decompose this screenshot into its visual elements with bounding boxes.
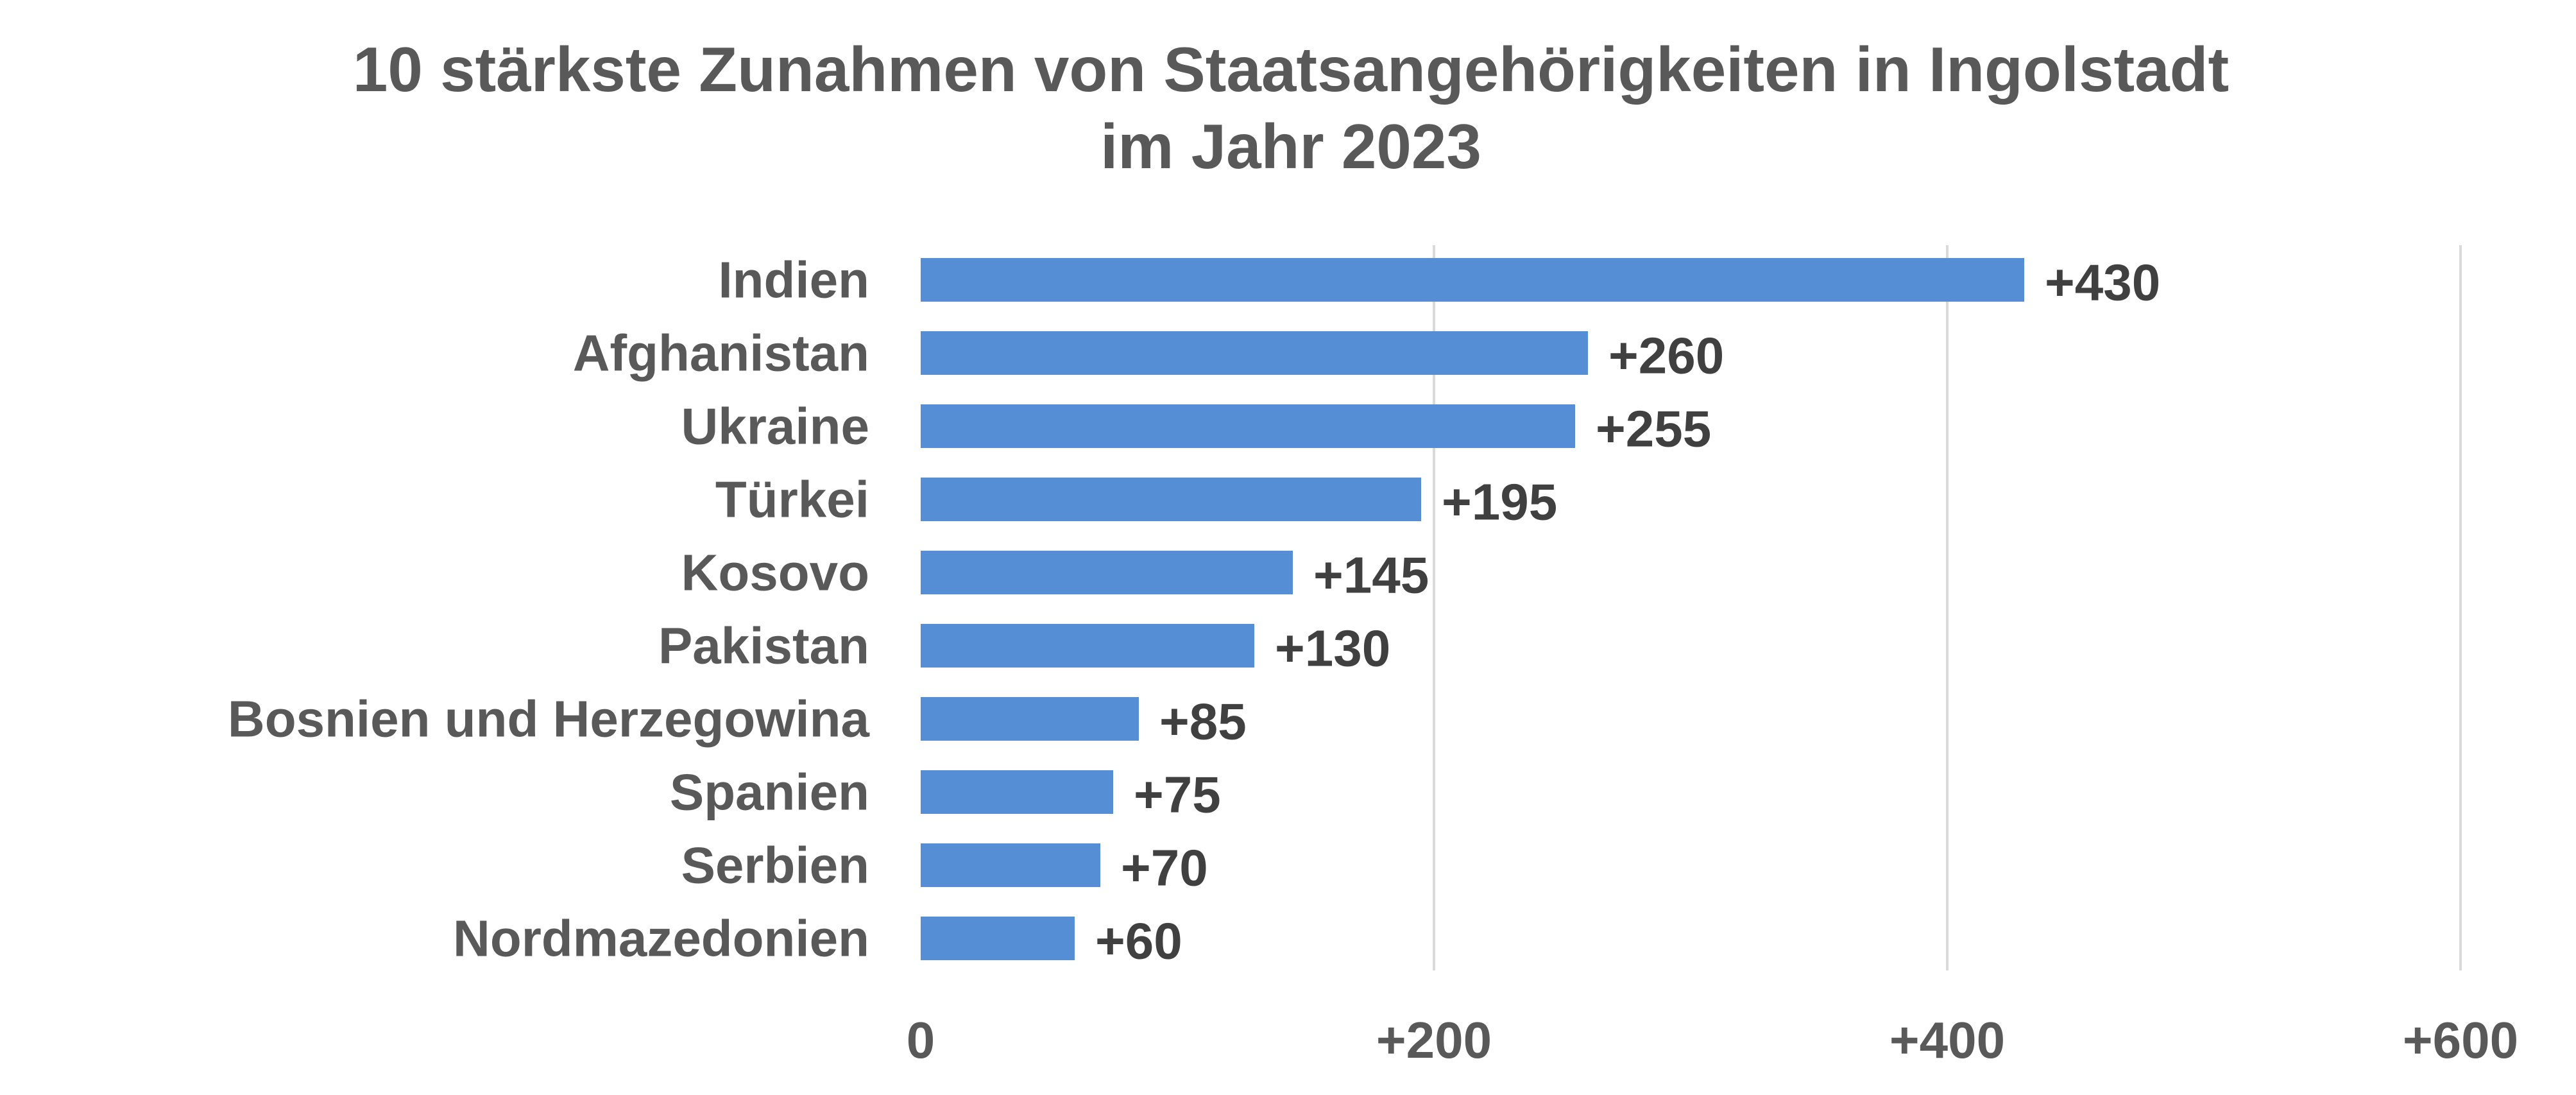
chart-title-line-2: im Jahr 2023 bbox=[1100, 111, 1481, 182]
category-label-7: Spanien bbox=[670, 764, 869, 821]
category-label-8: Serbien bbox=[681, 837, 869, 894]
category-label-1: Afghanistan bbox=[573, 325, 869, 382]
x-tick-label-0: 0 bbox=[907, 1012, 935, 1069]
bar-8 bbox=[921, 843, 1100, 887]
x-tick-label-3: +600 bbox=[2403, 1012, 2518, 1069]
data-label-2: +255 bbox=[1596, 401, 1711, 458]
data-label-4: +145 bbox=[1313, 547, 1429, 604]
bar-5 bbox=[921, 624, 1254, 668]
data-label-3: +195 bbox=[1442, 474, 1557, 531]
bar-0 bbox=[921, 258, 2024, 302]
data-label-6: +85 bbox=[1159, 693, 1247, 750]
chart-title: 10 stärkste Zunahmen von Staatsangehörig… bbox=[353, 34, 2229, 182]
data-label-8: +70 bbox=[1121, 840, 1208, 897]
bar-2 bbox=[921, 404, 1575, 448]
data-label-1: +260 bbox=[1608, 327, 1724, 384]
category-label-6: Bosnien und Herzegowina bbox=[228, 691, 870, 748]
category-label-4: Kosovo bbox=[681, 544, 869, 601]
data-label-9: +60 bbox=[1095, 913, 1182, 970]
bar-4 bbox=[921, 551, 1293, 594]
bar-1 bbox=[921, 331, 1588, 375]
bar-9 bbox=[921, 917, 1075, 960]
category-label-5: Pakistan bbox=[658, 617, 869, 675]
category-label-3: Türkei bbox=[715, 471, 869, 528]
bars bbox=[921, 258, 2024, 960]
x-axis-tick-labels: 0 +200 +400 +600 bbox=[907, 1012, 2518, 1069]
bar-6 bbox=[921, 697, 1139, 741]
category-labels: Indien Afghanistan Ukraine Türkei Kosovo Paki… bbox=[228, 252, 870, 967]
data-labels: +430 +260 +255 +195+145 +130 +85 +75 +70 +60 bbox=[1095, 254, 2160, 970]
category-label-9: Nordmazedonien bbox=[453, 910, 869, 967]
x-tick-label-1: +200 bbox=[1376, 1012, 1492, 1069]
data-label-0: +430 bbox=[2045, 254, 2160, 311]
data-label-5: +130 bbox=[1275, 620, 1390, 677]
chart-title-line-1: 10 stärkste Zunahmen von Staatsangehörig… bbox=[353, 34, 2229, 105]
x-tick-label-2: +400 bbox=[1889, 1012, 2005, 1069]
data-label-7: +75 bbox=[1134, 766, 1221, 823]
category-label-0: Indien bbox=[718, 252, 869, 309]
category-label-2: Ukraine bbox=[681, 398, 869, 455]
bar-7 bbox=[921, 770, 1113, 814]
bar-3 bbox=[921, 478, 1421, 521]
